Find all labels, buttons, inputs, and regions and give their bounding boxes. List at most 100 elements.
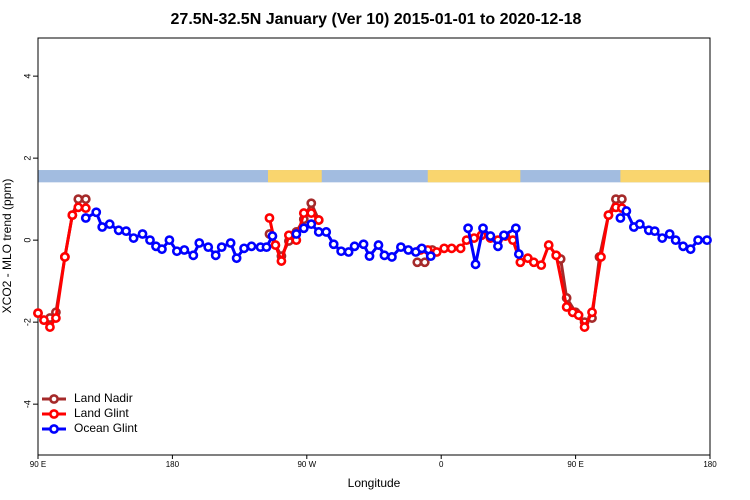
point: [425, 251, 436, 262]
point: [283, 230, 294, 241]
point: [216, 242, 227, 253]
chart-title: 27.5N-32.5N January (Ver 10) 2015-01-01 …: [171, 11, 582, 28]
y-tick-label: -4: [22, 400, 32, 408]
point: [621, 206, 632, 216]
point: [579, 322, 590, 332]
point: [485, 231, 496, 241]
point: [137, 229, 148, 239]
point: [267, 231, 278, 241]
point: [80, 213, 91, 223]
legend-label: Land Glint: [74, 406, 129, 420]
x-tick-label: 90 W: [297, 460, 316, 469]
point: [379, 250, 390, 261]
point: [702, 235, 712, 246]
legend-marker: [49, 424, 59, 434]
point: [387, 252, 397, 262]
point: [231, 253, 242, 264]
point: [321, 227, 332, 237]
point: [470, 259, 481, 270]
point: [306, 198, 317, 209]
plot-frame: [37, 37, 711, 456]
point: [104, 219, 115, 230]
point: [670, 235, 681, 246]
point: [510, 223, 521, 234]
point: [543, 240, 554, 250]
x-tick-label: 90 E: [567, 460, 583, 469]
point: [528, 257, 539, 268]
point: [336, 246, 347, 257]
point: [678, 241, 689, 252]
point: [97, 222, 108, 232]
point: [246, 241, 257, 252]
point: [194, 238, 205, 248]
ocean-band: [38, 170, 710, 183]
point: [463, 223, 473, 234]
point: [358, 239, 369, 250]
point: [121, 226, 132, 237]
point: [561, 302, 572, 312]
land-band: [267, 170, 322, 183]
point: [328, 239, 339, 250]
point: [128, 233, 139, 243]
point: [270, 240, 281, 250]
land-band: [427, 170, 521, 183]
point: [80, 203, 91, 214]
point: [615, 213, 626, 223]
point: [596, 252, 606, 262]
y-tick-label: 0: [22, 238, 32, 243]
point: [685, 244, 696, 255]
y-tick-label: 2: [22, 156, 32, 161]
point: [455, 243, 466, 254]
point: [664, 229, 675, 239]
point: [113, 225, 124, 236]
legend-label: Land Nadir: [74, 391, 133, 405]
point: [364, 251, 375, 262]
point: [225, 238, 236, 248]
point: [603, 210, 614, 221]
point: [349, 241, 360, 252]
point: [59, 252, 70, 262]
point: [513, 249, 524, 259]
point: [188, 250, 199, 261]
point: [446, 243, 457, 254]
point: [536, 260, 547, 271]
point: [276, 256, 287, 266]
point: [73, 202, 84, 213]
point: [91, 207, 102, 218]
legend-label: Ocean Glint: [74, 421, 138, 435]
point: [634, 219, 645, 230]
point: [164, 235, 175, 246]
point: [412, 257, 423, 268]
y-tick-label: 4: [22, 74, 32, 79]
x-tick-label: 0: [439, 460, 444, 469]
point: [403, 245, 414, 255]
point: [39, 315, 49, 326]
point: [51, 313, 61, 323]
point: [493, 241, 503, 252]
point: [657, 233, 668, 243]
point: [649, 226, 660, 237]
point: [171, 246, 182, 257]
point: [298, 208, 309, 218]
point: [33, 308, 43, 319]
point: [157, 244, 167, 255]
point: [478, 223, 488, 234]
point: [291, 229, 302, 239]
point: [587, 307, 597, 318]
point: [616, 194, 627, 205]
point: [313, 215, 324, 225]
x-tick-label: 180: [166, 460, 180, 469]
land-band: [620, 170, 710, 183]
point: [306, 219, 317, 230]
y-tick-label: -2: [22, 318, 32, 326]
point: [306, 208, 317, 218]
point: [67, 210, 78, 221]
point: [416, 243, 427, 254]
point: [203, 242, 214, 253]
point: [419, 257, 430, 268]
point: [499, 230, 509, 241]
point: [313, 227, 324, 237]
point: [179, 245, 190, 255]
point: [573, 310, 584, 321]
point: [264, 213, 275, 223]
